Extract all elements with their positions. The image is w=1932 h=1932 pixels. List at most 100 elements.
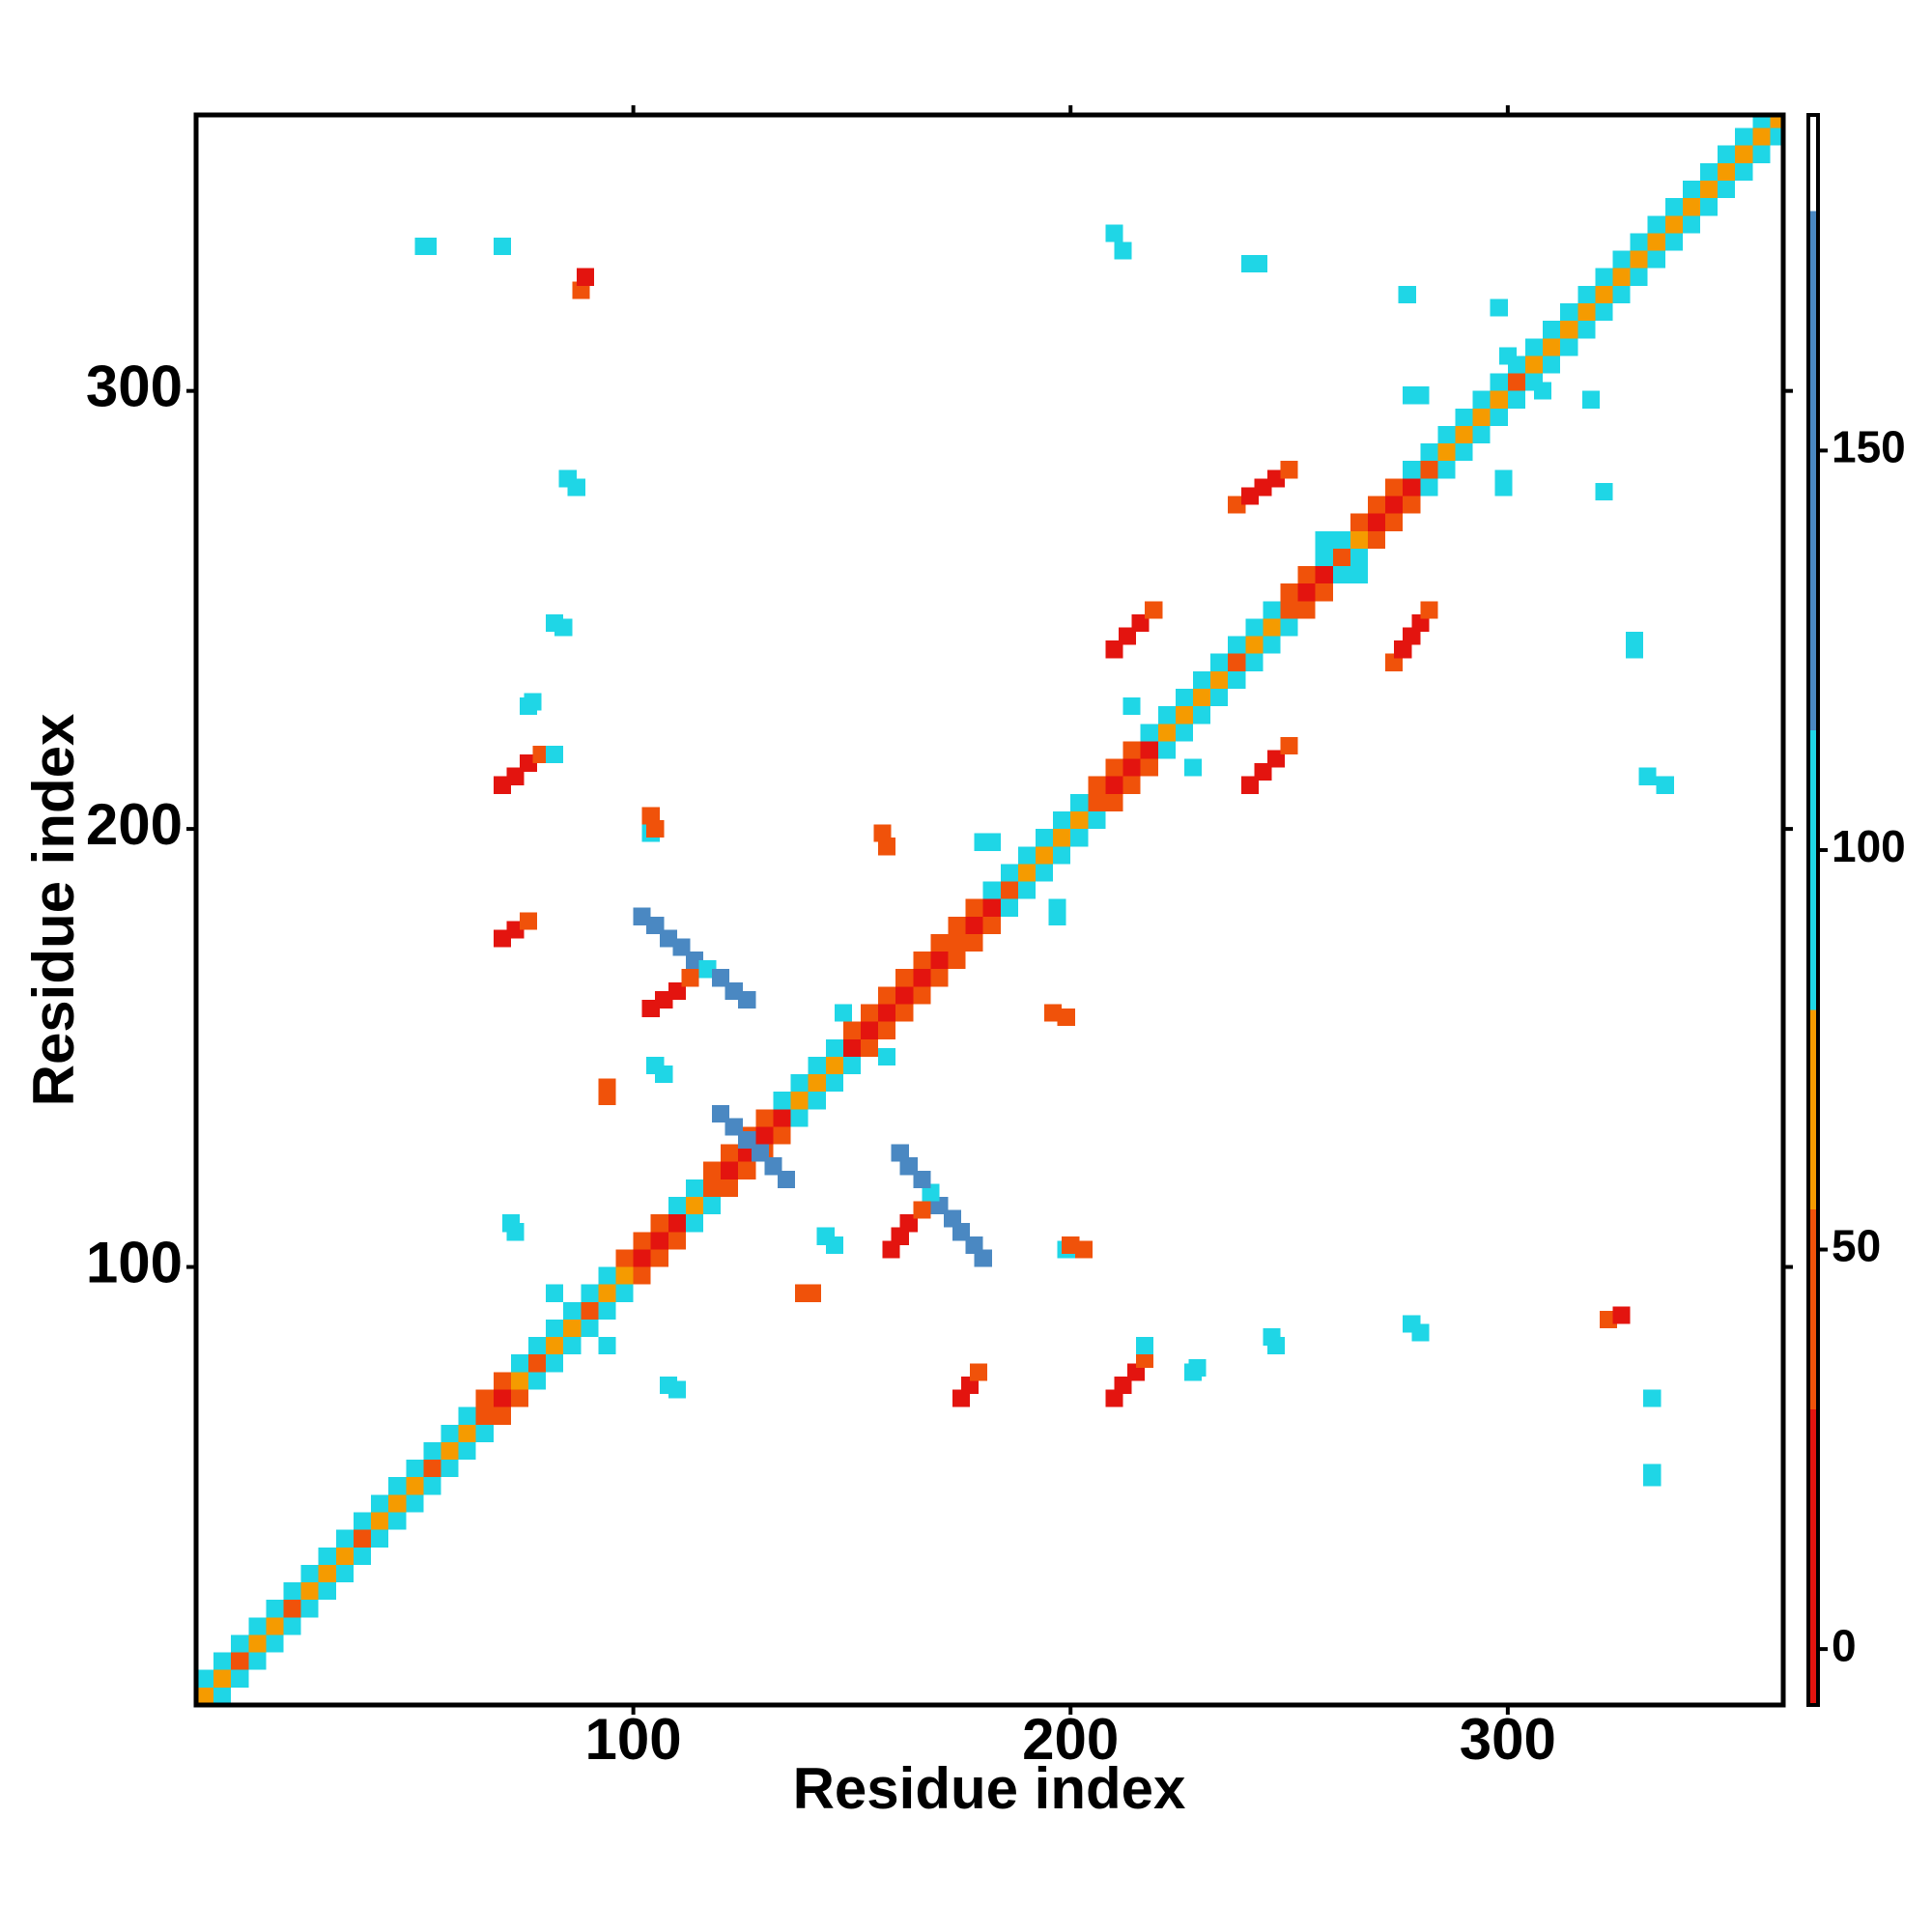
contact-cell bbox=[1577, 302, 1596, 322]
contact-cell-mirror bbox=[1017, 881, 1037, 899]
contact-cell bbox=[1070, 810, 1089, 830]
contact-cell bbox=[581, 1284, 599, 1302]
contact-cell-mirror bbox=[965, 933, 983, 952]
contact-cell bbox=[895, 986, 914, 1005]
contact-cell-mirror bbox=[860, 1038, 879, 1057]
contact-cell-mirror bbox=[878, 838, 896, 856]
contact-cell bbox=[681, 969, 699, 987]
contact-cell bbox=[1700, 181, 1719, 199]
contact-cell bbox=[510, 1354, 528, 1373]
contact-cell bbox=[1612, 250, 1631, 269]
contact-cell bbox=[615, 1249, 634, 1267]
contact-cell-mirror bbox=[1403, 496, 1421, 514]
contact-cell bbox=[1403, 461, 1421, 479]
contact-cell bbox=[672, 938, 691, 956]
contact-cell bbox=[1175, 706, 1193, 724]
contact-cell-mirror bbox=[1228, 670, 1246, 690]
contact-cell bbox=[519, 912, 538, 930]
contact-cell bbox=[598, 1266, 616, 1285]
contact-cell bbox=[755, 1126, 774, 1145]
contact-cell-mirror bbox=[1543, 355, 1561, 374]
colorbar-tick-label: 0 bbox=[1832, 1620, 1857, 1670]
contact-cell-mirror bbox=[1122, 776, 1141, 794]
contact-cell bbox=[1280, 583, 1298, 602]
contact-cell bbox=[615, 1266, 634, 1285]
contact-cell-mirror bbox=[1249, 255, 1267, 273]
contact-cell bbox=[1105, 758, 1123, 777]
contact-cell bbox=[1630, 250, 1648, 269]
contact-cell-mirror bbox=[1210, 689, 1229, 707]
contact-cell-mirror bbox=[891, 1144, 909, 1162]
contact-cell-mirror bbox=[1455, 443, 1473, 462]
contact-cell bbox=[808, 1056, 826, 1075]
contact-cell bbox=[527, 1354, 547, 1373]
contact-cell-mirror bbox=[1263, 636, 1281, 654]
contact-cell bbox=[1626, 632, 1644, 650]
contact-cell-mirror bbox=[1420, 478, 1438, 497]
contact-cell bbox=[948, 933, 966, 952]
contact-cell-mirror bbox=[1664, 233, 1683, 251]
contact-cell bbox=[213, 1652, 232, 1670]
contact-cell bbox=[1053, 829, 1071, 847]
contact-cell-mirror bbox=[878, 1021, 896, 1039]
contact-cell bbox=[501, 1214, 520, 1233]
contact-cell bbox=[1017, 846, 1037, 865]
contact-cell bbox=[982, 881, 1001, 899]
contact-cell-mirror bbox=[777, 1170, 796, 1188]
contact-cell bbox=[1210, 670, 1229, 690]
contact-cell bbox=[834, 1004, 852, 1022]
contact-cell bbox=[335, 1529, 354, 1548]
contact-cell bbox=[712, 1104, 730, 1122]
contact-cell bbox=[371, 1494, 389, 1513]
contact-cell-mirror bbox=[524, 693, 542, 711]
contact-cell bbox=[1297, 566, 1316, 584]
contact-cell-mirror bbox=[283, 1617, 301, 1635]
contact-cell bbox=[1105, 776, 1123, 794]
contact-cell-mirror bbox=[1350, 548, 1369, 567]
contact-cell bbox=[808, 1074, 826, 1093]
contact-cell-mirror bbox=[1420, 601, 1438, 619]
contact-cell-mirror bbox=[703, 1197, 722, 1215]
contact-cell bbox=[493, 1389, 511, 1407]
contact-cell bbox=[1315, 548, 1333, 567]
contact-cell bbox=[1105, 640, 1123, 659]
x-tick-label: 200 bbox=[1022, 1707, 1119, 1772]
contact-cell-mirror bbox=[1157, 741, 1176, 759]
contact-cell-mirror bbox=[598, 1337, 616, 1355]
contact-cell-mirror bbox=[1735, 162, 1753, 182]
contact-cell bbox=[1385, 496, 1404, 514]
contact-cell bbox=[1036, 829, 1054, 847]
contact-cell-mirror bbox=[1332, 566, 1350, 584]
y-tick-label: 300 bbox=[86, 355, 183, 419]
colorbar-segment bbox=[1808, 1408, 1818, 1705]
contact-cell-mirror bbox=[1385, 513, 1404, 531]
contact-cell bbox=[1577, 285, 1596, 303]
contact-cell-mirror bbox=[1048, 898, 1066, 917]
contact-cell-mirror bbox=[751, 1144, 769, 1162]
contact-cell bbox=[1612, 268, 1631, 286]
contact-cell bbox=[948, 916, 966, 934]
contact-cell bbox=[318, 1547, 336, 1565]
contact-cell bbox=[724, 1118, 743, 1136]
contact-cell-mirror bbox=[1368, 530, 1386, 549]
contact-cell-mirror bbox=[1175, 724, 1193, 742]
contact-cell bbox=[1437, 443, 1456, 462]
colorbar-segment bbox=[1808, 115, 1818, 212]
contact-cell-mirror bbox=[965, 1236, 983, 1254]
contact-cell bbox=[1263, 618, 1281, 637]
contact-cell bbox=[1315, 566, 1333, 584]
contact-cell bbox=[895, 969, 914, 987]
contact-cell bbox=[1595, 285, 1613, 303]
contact-cell-mirror bbox=[1577, 321, 1596, 339]
contact-cell bbox=[300, 1564, 319, 1583]
colorbar-tick-label: 150 bbox=[1832, 422, 1906, 472]
contact-cell bbox=[510, 1372, 528, 1390]
contact-cell bbox=[300, 1582, 319, 1601]
contact-cell bbox=[1122, 741, 1141, 759]
contact-cell-mirror bbox=[406, 1494, 424, 1513]
contact-cell bbox=[527, 1337, 547, 1355]
contact-cell bbox=[1403, 1315, 1421, 1333]
contact-cell bbox=[532, 745, 551, 764]
contact-cell bbox=[1140, 724, 1158, 742]
